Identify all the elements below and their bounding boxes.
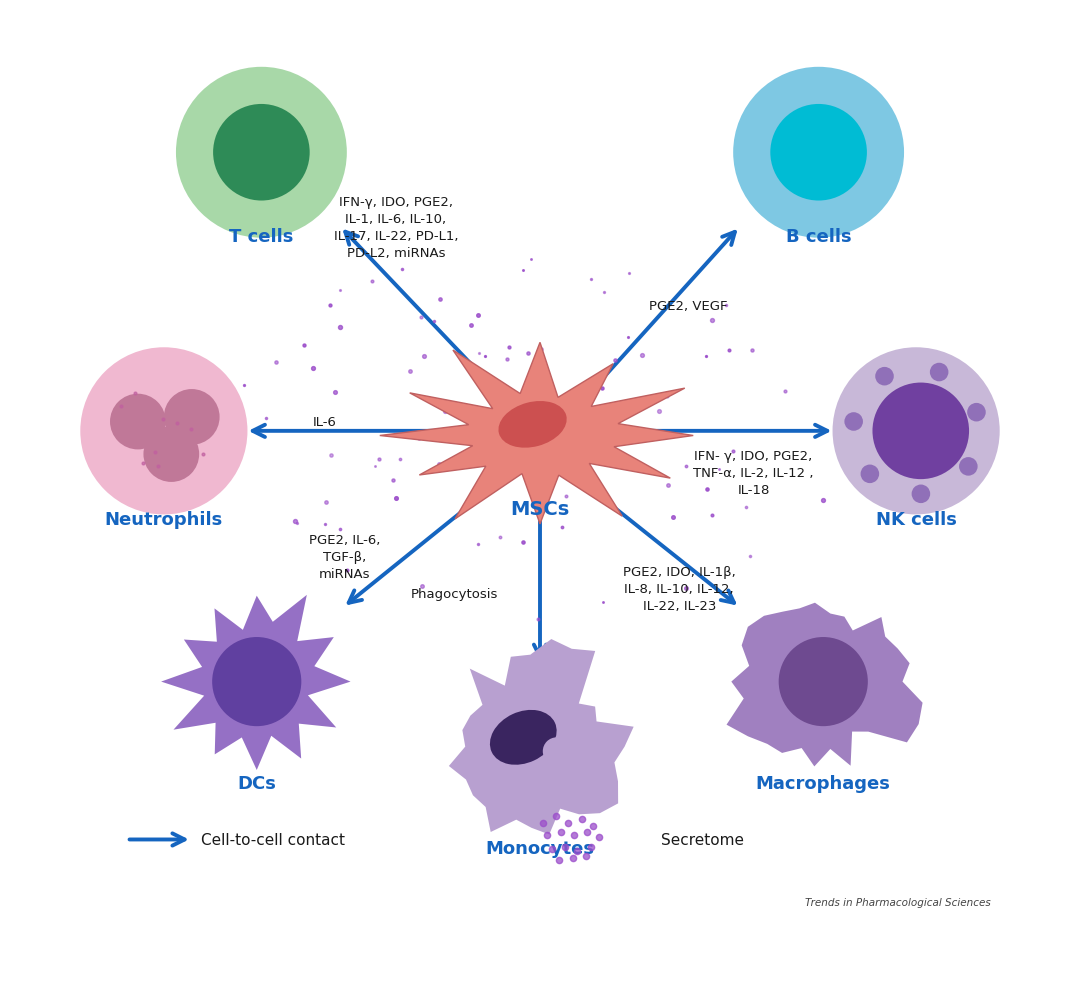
- Circle shape: [212, 637, 301, 726]
- Text: Phagocytosis: Phagocytosis: [410, 588, 498, 600]
- Circle shape: [144, 426, 199, 482]
- Text: Trends in Pharmacological Sciences, September 2020, Vol. 41, No. 9: Trends in Pharmacological Sciences, Sept…: [195, 957, 885, 974]
- Text: DCs: DCs: [238, 774, 276, 792]
- Ellipse shape: [499, 401, 567, 448]
- Text: PGE2, VEGF: PGE2, VEGF: [649, 300, 728, 313]
- Circle shape: [845, 413, 863, 431]
- Polygon shape: [449, 639, 634, 834]
- Ellipse shape: [490, 710, 556, 765]
- Circle shape: [833, 348, 1000, 515]
- Circle shape: [959, 457, 977, 476]
- Circle shape: [779, 637, 868, 726]
- Circle shape: [733, 68, 904, 239]
- Text: B cells: B cells: [786, 228, 851, 246]
- Text: Secretome: Secretome: [661, 832, 744, 848]
- Circle shape: [912, 485, 930, 504]
- Circle shape: [873, 383, 969, 479]
- Polygon shape: [161, 595, 351, 770]
- Circle shape: [176, 68, 347, 239]
- Text: Monocytes: Monocytes: [486, 840, 594, 858]
- Polygon shape: [380, 343, 693, 525]
- Text: IFN- γ, IDO, PGE2,
TNF-α, IL-2, IL-12 ,
IL-18: IFN- γ, IDO, PGE2, TNF-α, IL-2, IL-12 , …: [693, 449, 814, 496]
- Text: NK cells: NK cells: [876, 511, 957, 529]
- Text: Trends in Pharmacological Sciences: Trends in Pharmacological Sciences: [805, 897, 990, 907]
- Text: IFN-γ, IDO, PGE2,
IL-1, IL-6, IL-10,
IL-17, IL-22, PD-L1,
PD-L2, miRNAs: IFN-γ, IDO, PGE2, IL-1, IL-6, IL-10, IL-…: [334, 196, 458, 259]
- Circle shape: [164, 389, 219, 445]
- Ellipse shape: [543, 737, 570, 765]
- Polygon shape: [727, 603, 922, 766]
- Text: IL-6: IL-6: [312, 415, 337, 428]
- Circle shape: [875, 367, 894, 386]
- Circle shape: [80, 348, 247, 515]
- Text: PGE2, IDO, IL-1β,
IL-8, IL-10, IL-12,
IL-22, IL-23: PGE2, IDO, IL-1β, IL-8, IL-10, IL-12, IL…: [623, 566, 735, 613]
- Text: MSCs: MSCs: [511, 499, 569, 519]
- Circle shape: [861, 465, 879, 483]
- Text: Neutrophils: Neutrophils: [105, 511, 222, 529]
- Circle shape: [110, 394, 165, 450]
- Text: T cells: T cells: [229, 228, 294, 246]
- Circle shape: [770, 105, 867, 202]
- Circle shape: [213, 105, 310, 202]
- Text: Cell-to-cell contact: Cell-to-cell contact: [201, 832, 345, 848]
- Circle shape: [930, 363, 948, 382]
- Text: PGE2, IL-6,
TGF-β,
miRNAs: PGE2, IL-6, TGF-β, miRNAs: [309, 534, 380, 580]
- Circle shape: [968, 403, 986, 422]
- Text: Macrophages: Macrophages: [756, 774, 891, 792]
